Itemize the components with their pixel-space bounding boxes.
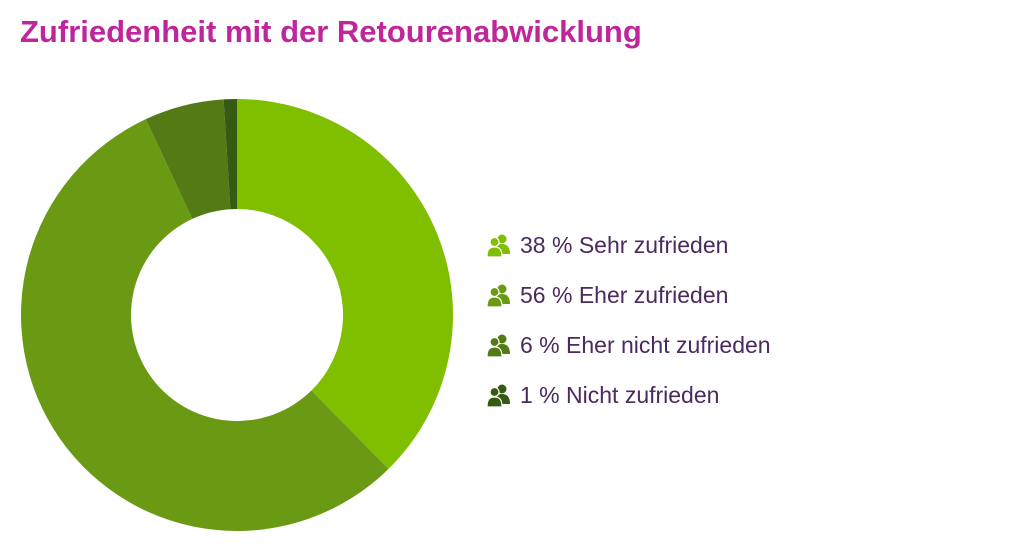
legend-label: 56 % Eher zufrieden <box>520 281 729 308</box>
chart-title: Zufriedenheit mit der Retourenabwicklung <box>20 14 642 49</box>
legend-item: 38 % Sehr zufrieden <box>486 220 771 270</box>
legend-label: 38 % Sehr zufrieden <box>520 231 729 258</box>
donut-slice-2 <box>20 119 389 531</box>
donut-chart <box>20 99 453 531</box>
legend-label: 1 % Nicht zufrieden <box>520 381 720 408</box>
legend-item: 56 % Eher zufrieden <box>486 270 771 320</box>
donut-slice-1 <box>237 99 453 469</box>
people-icon <box>486 234 510 257</box>
donut-slice-4 <box>223 99 237 210</box>
donut-slice-3 <box>145 99 231 219</box>
people-icon <box>486 284 510 307</box>
legend-label: 6 % Eher nicht zufrieden <box>520 331 771 358</box>
people-icon <box>486 334 510 357</box>
legend-item: 1 % Nicht zufrieden <box>486 370 771 420</box>
people-icon <box>486 384 510 407</box>
legend: 38 % Sehr zufrieden 56 % Eher zufrieden 6 … <box>486 220 771 420</box>
legend-item: 6 % Eher nicht zufrieden <box>486 320 771 370</box>
